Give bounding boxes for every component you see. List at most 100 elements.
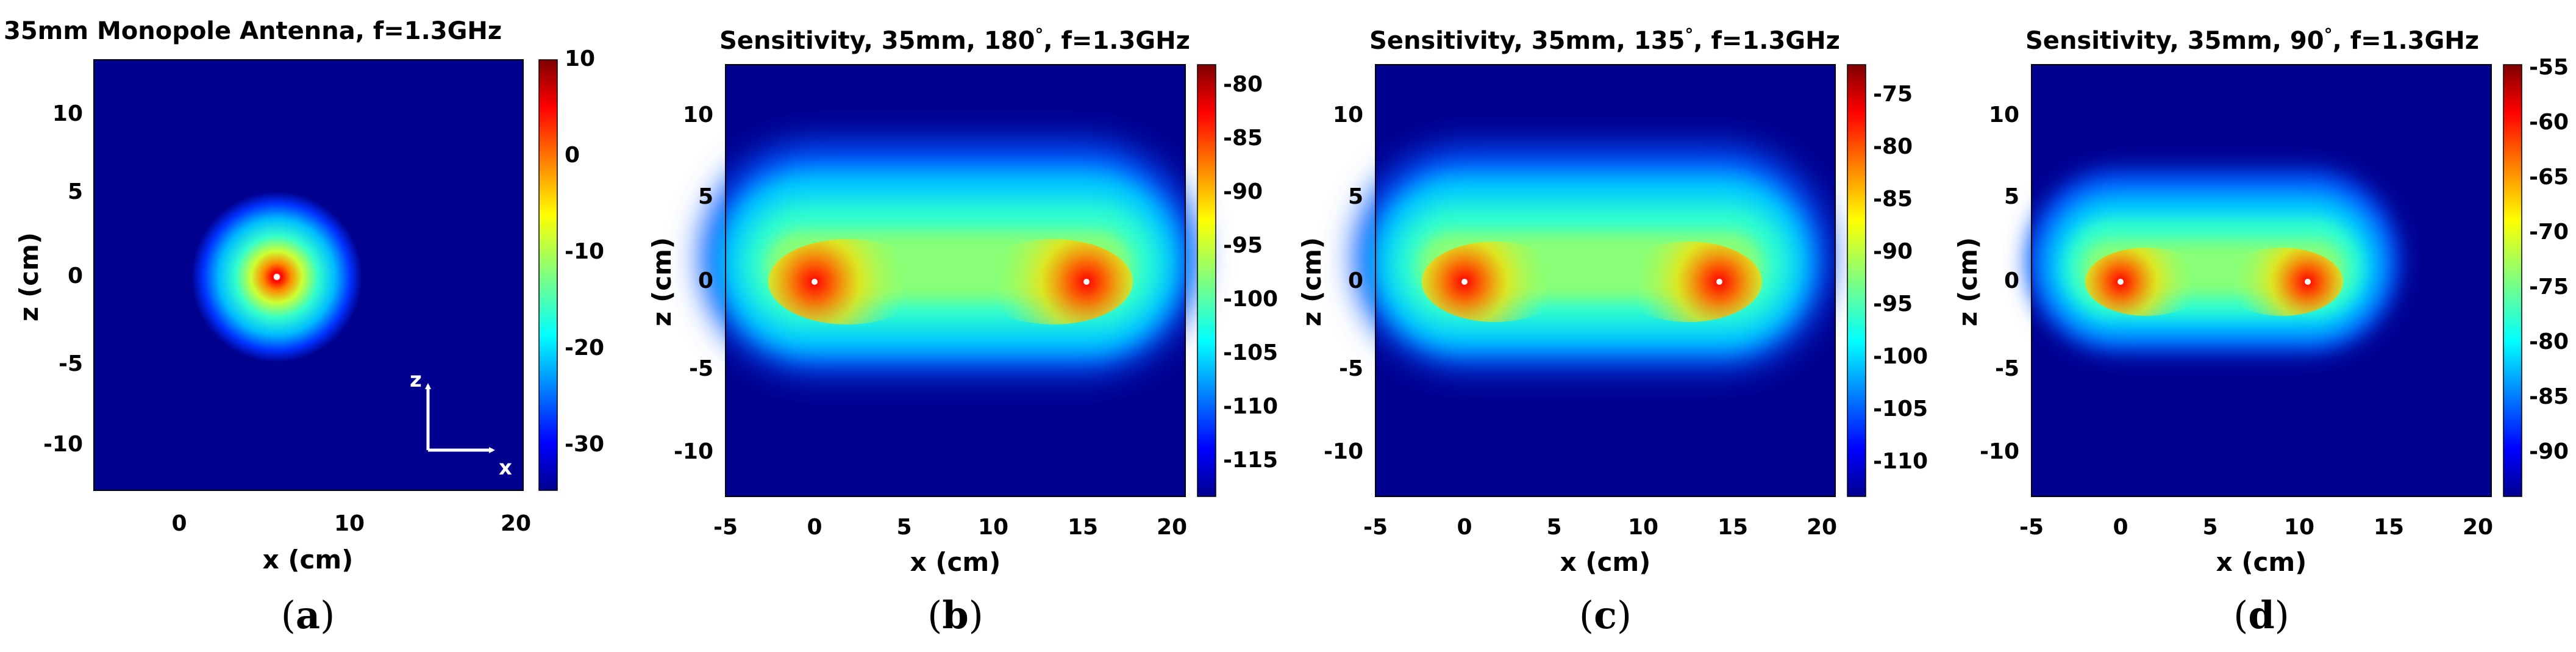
panel-c: Sensitivity, 35mm, 135°, f=1.3GHz 10 5 0… xyxy=(1297,24,1928,637)
panel-d-colorbar-tick: -60 xyxy=(2529,110,2569,135)
panel-d-colorbar xyxy=(2503,64,2522,497)
panel-d-xtick: 0 xyxy=(2113,515,2128,540)
panel-b-xtick: -5 xyxy=(713,515,738,540)
panel-b-colorbar-tick: -115 xyxy=(1223,448,1278,473)
panel-b-antenna-marker xyxy=(812,279,818,285)
panel-a-axes-arrows: z x xyxy=(410,368,512,480)
panel-b-xtick: 15 xyxy=(1068,515,1098,540)
panel-d-xtick: 15 xyxy=(2374,515,2404,540)
panel-c-ytick: 5 xyxy=(1348,184,1363,209)
panel-d-ytick: 0 xyxy=(2004,268,2019,293)
panel-d-xtick: 10 xyxy=(2284,515,2314,540)
panel-a-xtick: 10 xyxy=(334,511,365,536)
panel-d-xtick: -5 xyxy=(2019,515,2044,540)
panel-b-ytick: 0 xyxy=(698,268,713,293)
panel-c-ytick: 10 xyxy=(1333,102,1363,127)
panel-b-colorbar-tick: -90 xyxy=(1223,179,1263,204)
panel-c-colorbar xyxy=(1847,64,1866,497)
panel-d-xtick: 5 xyxy=(2202,515,2217,540)
panel-d-colorbar-tick: -80 xyxy=(2529,329,2569,354)
panel-d: Sensitivity, 35mm, 90°, f=1.3GHz 10 5 0 … xyxy=(1953,24,2569,637)
panel-c-xtick: 15 xyxy=(1718,515,1748,540)
panel-c-ytick: -5 xyxy=(1339,356,1363,381)
panel-c-colorbar-tick: -85 xyxy=(1873,187,1913,212)
panel-d-colorbar-tick: -55 xyxy=(2529,55,2569,80)
panel-a-colorbar-tick: -20 xyxy=(565,335,604,360)
panel-a-colorbar-tick: -30 xyxy=(565,432,604,457)
panel-b-xlabel: x (cm) xyxy=(910,547,1001,577)
panel-b-colorbar-tick: -105 xyxy=(1223,340,1278,365)
panel-c-colorbar-tick: -80 xyxy=(1873,134,1913,159)
panel-c-xtick: 20 xyxy=(1807,515,1837,540)
panel-d-colorbar-tick: -85 xyxy=(2529,384,2569,409)
panel-d-label: (d) xyxy=(2233,593,2289,637)
panel-b-label: (b) xyxy=(927,593,983,637)
panel-a-colorbar-tick: 10 xyxy=(565,46,595,71)
panel-a-plot xyxy=(191,192,362,362)
panel-a-ytick: -10 xyxy=(43,432,83,457)
panel-d-antenna-marker xyxy=(2305,279,2311,285)
panel-d-ytick: 10 xyxy=(1989,102,2019,127)
panel-c-ytick: -10 xyxy=(1324,439,1363,464)
panel-c-xlabel: x (cm) xyxy=(1560,547,1651,577)
panel-c-colorbar-tick: -75 xyxy=(1873,82,1913,107)
panel-a-xlabel: x (cm) xyxy=(263,545,354,575)
panel-d-ytick: 5 xyxy=(2004,184,2019,209)
panel-b-xtick: 10 xyxy=(978,515,1008,540)
panel-d-xtick: 20 xyxy=(2463,515,2493,540)
panel-a-ylabel: z (cm) xyxy=(14,232,44,321)
panel-d-colorbar-tick: -70 xyxy=(2529,220,2569,245)
panel-c-label: (c) xyxy=(1579,593,1632,637)
panel-a-colorbar-tick: 0 xyxy=(565,143,580,168)
panel-c-xtick: 10 xyxy=(1628,515,1658,540)
panel-a-label: (a) xyxy=(281,593,335,637)
panel-d-antenna-marker xyxy=(2118,279,2124,285)
panel-a-colorbar xyxy=(538,59,558,491)
panel-c-antenna-marker xyxy=(1716,279,1722,285)
panel-c-colorbar-tick: -100 xyxy=(1873,344,1928,369)
panel-d-colorbar-tick: -75 xyxy=(2529,274,2569,299)
panel-a-arrow-z-label: z xyxy=(410,368,422,392)
panel-b-colorbar-tick: -95 xyxy=(1223,233,1263,258)
panel-c-colorbar-tick: -95 xyxy=(1873,292,1913,317)
panel-b-xtick: 0 xyxy=(807,515,822,540)
panel-a: 35mm Monopole Antenna, f=1.3GHz z x 10 5… xyxy=(4,17,604,637)
panel-d-plot xyxy=(2027,170,2400,353)
panel-d-ytick: -10 xyxy=(1980,439,2019,464)
panel-b-ytick: 10 xyxy=(683,102,713,127)
panel-a-xtick: 0 xyxy=(171,511,187,536)
panel-b-antenna-marker xyxy=(1083,279,1090,285)
panel-c-xtick: 0 xyxy=(1457,515,1472,540)
panel-d-colorbar-tick: -65 xyxy=(2529,165,2569,190)
panel-c-ytick: 0 xyxy=(1348,268,1363,293)
panel-b-colorbar-tick: -85 xyxy=(1223,126,1263,151)
panel-b-ytick: -10 xyxy=(674,439,713,464)
panel-c-antenna-marker xyxy=(1461,279,1468,285)
panel-c-xtick: -5 xyxy=(1363,515,1388,540)
panel-b-ytick: -5 xyxy=(689,356,713,381)
panel-c-axes-frame xyxy=(1375,64,1836,497)
panel-d-colorbar-tick: -90 xyxy=(2529,439,2569,464)
panel-a-ytick: 5 xyxy=(68,179,83,204)
panel-a-ytick: 0 xyxy=(68,263,83,288)
panel-b-axes-frame xyxy=(725,64,1186,497)
panel-b-colorbar-tick: -110 xyxy=(1223,394,1278,419)
panel-c-ylabel: z (cm) xyxy=(1297,237,1327,326)
panel-c-colorbar-tick: -105 xyxy=(1873,396,1928,421)
panel-d-ylabel: z (cm) xyxy=(1953,237,1983,326)
panel-a-xtick: 20 xyxy=(501,511,531,536)
panel-c-plot xyxy=(1355,146,1830,368)
panel-b-ylabel: z (cm) xyxy=(647,237,677,326)
panel-a-colorbar-tick: -10 xyxy=(565,239,604,264)
panel-a-ytick: 10 xyxy=(52,101,83,126)
panel-a-arrow-x-label: x xyxy=(499,456,512,480)
panel-b-colorbar-tick: -80 xyxy=(1223,72,1263,97)
panel-d-axes-frame xyxy=(2031,64,2492,497)
panel-b-colorbar-tick: -100 xyxy=(1223,287,1278,312)
panel-a-source-marker xyxy=(274,274,280,280)
panel-c-colorbar-tick: -110 xyxy=(1873,449,1928,474)
panel-b-xtick: 5 xyxy=(896,515,912,540)
panel-c-title: Sensitivity, 35mm, 135°, f=1.3GHz xyxy=(1369,24,1840,55)
panel-b: Sensitivity, 35mm, 180°, f=1.3GHz 10 5 0… xyxy=(647,24,1278,637)
panel-b-ytick: 5 xyxy=(698,184,713,209)
